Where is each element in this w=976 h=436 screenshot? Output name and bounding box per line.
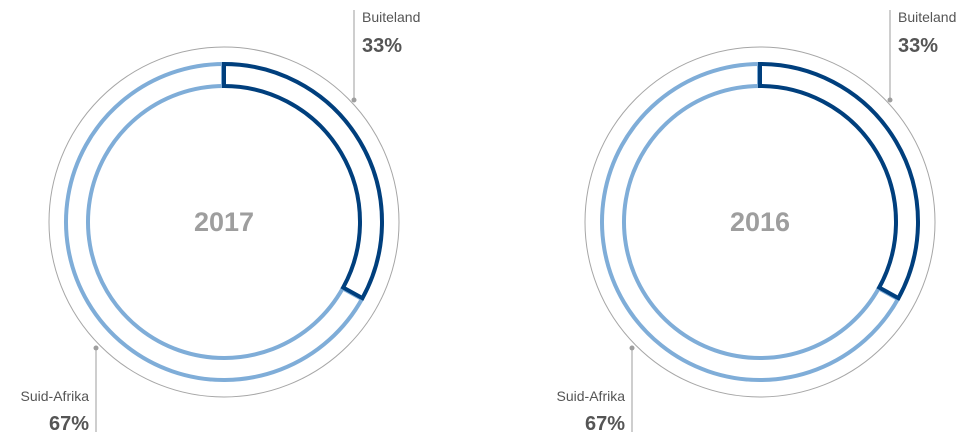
value-buiteland: 33% [362,35,402,57]
value-suid-afrika: 67% [585,413,625,435]
leader-dot-buiteland [887,97,893,103]
slice-buiteland [758,61,920,301]
label-suid-afrika: Suid-Afrika [21,388,90,404]
outer-ring [48,46,400,398]
value-buiteland: 33% [898,35,938,57]
leader-dot-suid-afrika [93,345,99,351]
label-buiteland: Buiteland [362,9,420,25]
label-buiteland: Buiteland [898,9,956,25]
label-suid-afrika: Suid-Afrika [557,388,626,404]
center-year-label: 2016 [730,207,790,237]
center-year-label: 2017 [194,207,254,237]
leader-dot-buiteland [351,97,357,103]
slice-buiteland [222,61,384,301]
value-suid-afrika: 67% [49,413,89,435]
donut-chart-2017: 2017 Buiteland 33% Suid-Afrika 67% [21,9,421,435]
outer-ring [584,46,936,398]
leader-dot-suid-afrika [629,345,635,351]
donut-chart-2016: 2016 Buiteland 33% Suid-Afrika 67% [557,9,957,435]
